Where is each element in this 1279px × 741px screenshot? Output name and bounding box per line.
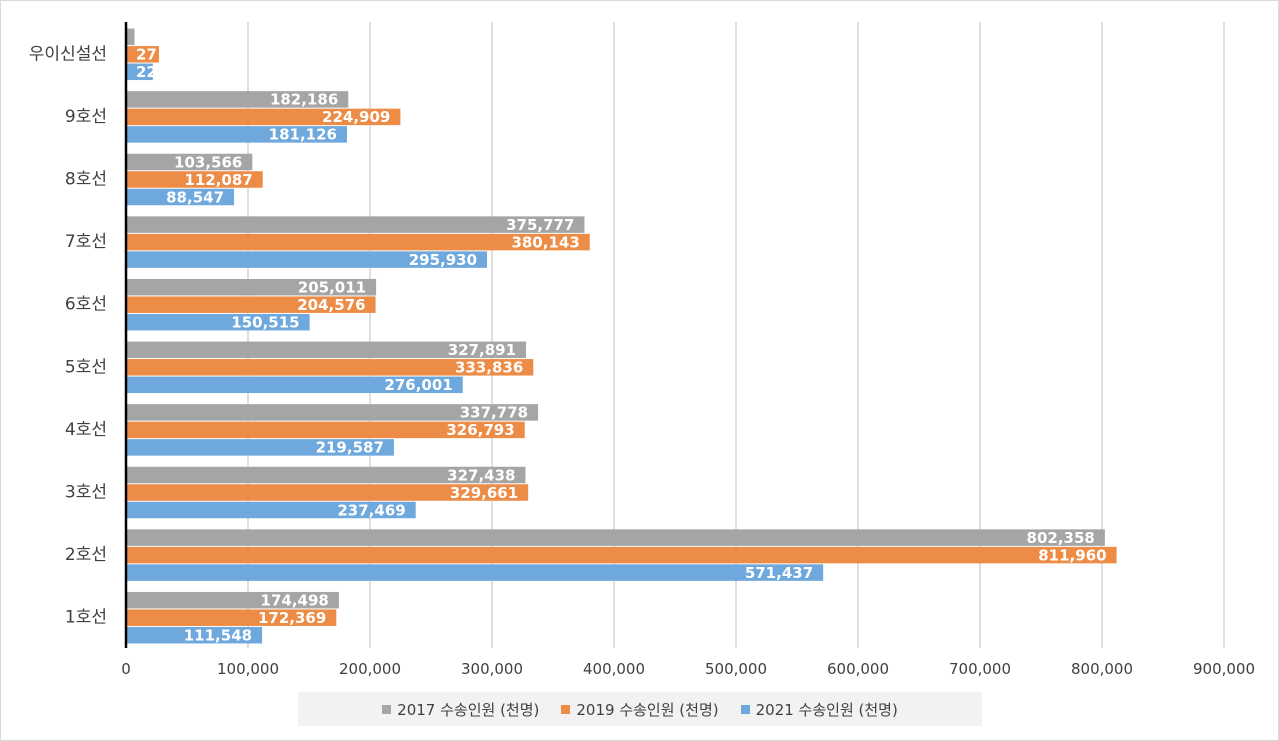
x-tick-label: 100,000 [217, 660, 279, 678]
x-tick-label: 0 [121, 660, 131, 678]
legend-swatch [561, 704, 571, 714]
data-label: 150,515 [231, 313, 299, 331]
data-label: 811,960 [1038, 546, 1106, 564]
bar [126, 216, 585, 233]
data-label: 27 [136, 46, 157, 64]
data-label: 337,778 [460, 404, 528, 422]
bar [126, 439, 394, 456]
category-label: 8호선 [65, 170, 107, 190]
data-label: 224,909 [322, 108, 390, 126]
bar [126, 341, 527, 359]
bar [126, 421, 525, 439]
data-label: 172,369 [258, 609, 326, 627]
bar [126, 296, 376, 313]
data-label: 380,143 [511, 233, 579, 251]
data-label: 295,930 [409, 251, 477, 269]
data-label: 181,126 [269, 126, 337, 144]
category-label: 6호선 [65, 295, 107, 315]
bar [126, 153, 253, 171]
data-label: 571,437 [745, 564, 813, 582]
bar [126, 108, 401, 126]
bar [126, 46, 159, 63]
x-tick-label: 700,000 [949, 660, 1011, 678]
bar [126, 188, 235, 206]
x-tick-label: 200,000 [339, 660, 401, 678]
x-tick-label: 300,000 [461, 660, 523, 678]
data-label: 174,498 [261, 591, 329, 609]
data-label: 205,011 [298, 278, 366, 296]
legend-item: 2021 수송인원 (천명) [740, 699, 898, 720]
legend: 2017 수송인원 (천명) 2019 수송인원 (천명) 2021 수송인원 (천… [298, 692, 982, 726]
data-label: 237,469 [337, 501, 405, 519]
bar [126, 591, 339, 609]
bar [126, 63, 153, 81]
data-label: 112,087 [184, 171, 252, 189]
category-label: 4호선 [65, 420, 107, 440]
bar [126, 126, 347, 143]
legend-label: 2019 수송인원 (천명) [576, 700, 719, 719]
category-label: 3호선 [65, 483, 107, 503]
data-label: 88,547 [166, 188, 224, 206]
bar [126, 233, 590, 251]
bar [126, 359, 534, 376]
x-tick-label: 600,000 [827, 660, 889, 678]
bar [126, 466, 526, 484]
category-label: 1호선 [65, 608, 107, 628]
data-label: 22 [136, 63, 157, 81]
bar [126, 529, 1105, 546]
bar [126, 91, 349, 108]
data-label: 327,438 [447, 466, 515, 484]
x-tick-label: 400,000 [583, 660, 645, 678]
legend-swatch [382, 704, 392, 714]
bar [126, 313, 310, 331]
bar [126, 251, 488, 268]
category-label: 우이신설선 [29, 44, 107, 64]
bar [126, 609, 337, 626]
category-label: 5호선 [65, 357, 107, 377]
bar [126, 171, 263, 188]
x-tick-label: 800,000 [1071, 660, 1133, 678]
bar [126, 278, 377, 296]
legend-label: 2021 수송인원 (천명) [755, 700, 898, 719]
bar [126, 28, 135, 46]
bars: 2722182,186224,909181,126103,566112,0878… [126, 28, 1117, 644]
legend-label: 2017 수송인원 (천명) [397, 700, 540, 719]
data-label: 204,576 [297, 296, 365, 314]
data-label: 327,891 [448, 341, 516, 359]
data-label: 276,001 [384, 376, 452, 394]
x-tick-label: 900,000 [1193, 660, 1255, 678]
data-label: 333,836 [455, 359, 523, 377]
bar [126, 564, 824, 581]
data-label: 375,777 [506, 216, 574, 234]
bar [126, 626, 263, 644]
data-label: 219,587 [316, 439, 384, 457]
data-label: 326,793 [446, 421, 514, 439]
legend-item: 2017 수송인원 (천명) [382, 699, 539, 720]
bar [126, 376, 463, 394]
data-label: 329,661 [450, 484, 518, 502]
x-tick-label: 500,000 [705, 660, 767, 678]
axes: 0 100,000 200,000 300,000 400,000 500,000 600,… [29, 22, 1255, 678]
category-label: 7호선 [65, 232, 107, 252]
bar [126, 404, 539, 421]
data-label: 111,548 [184, 626, 252, 644]
legend-item: 2019 수송인원 (천명) [561, 699, 719, 720]
bar [126, 546, 1117, 564]
data-label: 182,186 [270, 91, 338, 109]
data-label: 103,566 [174, 153, 242, 171]
bar [126, 484, 529, 501]
legend-swatch [740, 704, 750, 714]
data-label: 802,358 [1027, 529, 1095, 547]
category-label: 9호선 [65, 107, 107, 127]
bar [126, 501, 416, 519]
category-label: 2호선 [65, 545, 107, 565]
